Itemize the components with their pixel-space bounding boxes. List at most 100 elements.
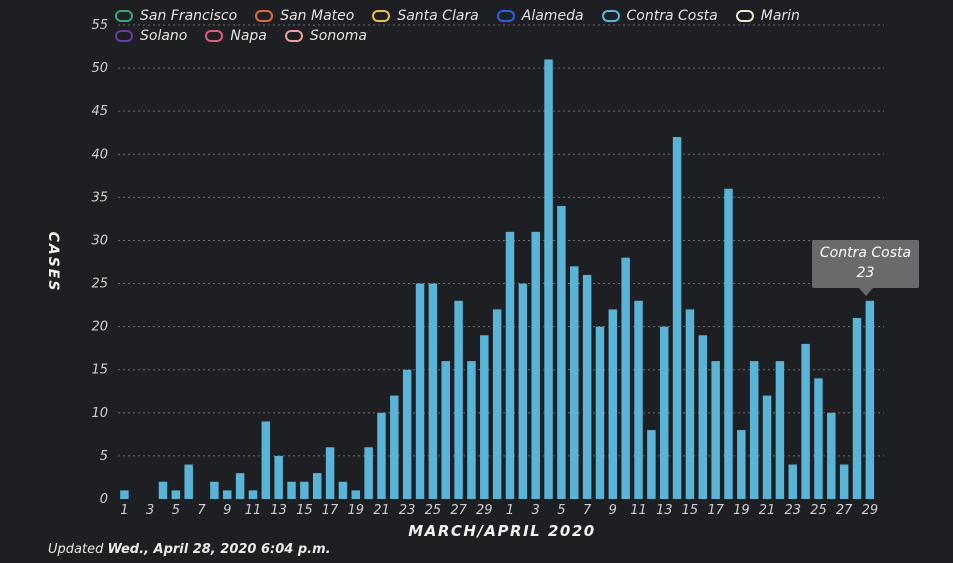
bar-mar-4[interactable] bbox=[158, 481, 168, 499]
legend-item-san-francisco[interactable]: San Francisco bbox=[115, 8, 237, 24]
bar-mar-29[interactable] bbox=[480, 335, 489, 499]
bar-mar-31[interactable] bbox=[505, 231, 515, 499]
bar-mar-10[interactable] bbox=[235, 473, 245, 499]
legend-item-solano[interactable]: Solano bbox=[115, 28, 187, 44]
legend-swatch bbox=[372, 10, 391, 22]
x-tick-label: 13 bbox=[656, 503, 673, 518]
legend-label: San Mateo bbox=[280, 8, 355, 24]
bar-mar-20[interactable] bbox=[364, 447, 373, 499]
bar-apr-23[interactable] bbox=[801, 343, 810, 499]
bar-apr-18[interactable] bbox=[737, 430, 746, 499]
bar-mar-9[interactable] bbox=[223, 490, 232, 499]
bar-mar-1[interactable] bbox=[120, 490, 129, 499]
bar-apr-7[interactable] bbox=[595, 326, 605, 499]
x-tick-labels: 1 3 5 7 9 11 13 15 17 19 21 23 25 27 29 1 3 5 7 9 11 13 15 17 19… bbox=[120, 503, 878, 518]
bar-apr-5[interactable] bbox=[570, 266, 579, 499]
bar-apr-9[interactable] bbox=[621, 257, 630, 499]
bar-mar-30[interactable] bbox=[492, 309, 502, 499]
bar-apr-11[interactable] bbox=[647, 430, 656, 499]
bar-apr-17[interactable] bbox=[724, 188, 733, 499]
bar-mar-22[interactable] bbox=[390, 395, 399, 499]
bar-mar-18[interactable] bbox=[338, 481, 348, 499]
bar-apr-19[interactable] bbox=[749, 361, 759, 499]
bar-apr-2[interactable] bbox=[531, 231, 540, 499]
bar-mar-16[interactable] bbox=[312, 473, 322, 499]
bar-tooltip: Contra Costa 23 bbox=[812, 240, 919, 296]
y-tick-label: 25 bbox=[91, 277, 108, 292]
bar-apr-8[interactable] bbox=[608, 309, 618, 499]
bar-apr-21[interactable] bbox=[775, 361, 785, 499]
legend-swatch bbox=[284, 30, 303, 42]
bar-mar-19[interactable] bbox=[351, 490, 361, 499]
bar-mar-17[interactable] bbox=[325, 447, 335, 499]
bar-apr-3[interactable] bbox=[544, 59, 553, 500]
bar-mar-23[interactable] bbox=[402, 369, 412, 499]
bar-apr-1[interactable] bbox=[518, 283, 528, 499]
legend-item-contra-costa[interactable]: Contra Costa bbox=[601, 8, 718, 24]
bar-mar-28[interactable] bbox=[467, 361, 476, 499]
y-tick-label: 15 bbox=[91, 363, 108, 378]
bar-mar-5[interactable] bbox=[171, 490, 181, 499]
x-tick-label: 17 bbox=[707, 503, 724, 518]
x-tick-label: 5 bbox=[172, 503, 180, 518]
legend-item-san-mateo[interactable]: San Mateo bbox=[255, 8, 354, 24]
x-tick-label: 11 bbox=[630, 503, 647, 518]
bar-apr-24[interactable] bbox=[814, 378, 823, 499]
bar-apr-22[interactable] bbox=[788, 464, 797, 499]
y-tick-label: 40 bbox=[91, 147, 108, 162]
updated-prefix: Updated bbox=[48, 542, 108, 557]
bar-mar-8[interactable] bbox=[210, 481, 219, 499]
bar-apr-15[interactable] bbox=[698, 335, 708, 499]
y-tick-labels: 0 5 10 15 20 25 30 35 40 45 50 55 bbox=[91, 18, 108, 507]
legend-item-alameda[interactable]: Alameda bbox=[496, 8, 584, 24]
bar-mar-25[interactable] bbox=[428, 283, 438, 499]
bar-apr-6[interactable] bbox=[582, 274, 592, 499]
bar-mar-11[interactable] bbox=[248, 490, 258, 499]
bar-apr-25[interactable] bbox=[827, 412, 836, 499]
legend-label: Contra Costa bbox=[626, 8, 718, 24]
bar-mar-14[interactable] bbox=[287, 481, 296, 499]
legend-item-santa-clara[interactable]: Santa Clara bbox=[372, 8, 479, 24]
x-tick-label: 17 bbox=[322, 503, 339, 518]
bar-apr-16[interactable] bbox=[711, 361, 720, 499]
legend: San Francisco San Mateo Santa Clara Alameda… bbox=[115, 8, 875, 44]
y-tick-label: 5 bbox=[100, 449, 108, 464]
bar-apr-14[interactable] bbox=[685, 309, 695, 499]
bar-apr-12[interactable] bbox=[659, 326, 669, 499]
legend-label: San Francisco bbox=[140, 8, 238, 24]
legend-label: Marin bbox=[760, 8, 800, 24]
y-tick-label: 35 bbox=[91, 190, 108, 205]
y-tick-label: 20 bbox=[91, 320, 108, 335]
legend-label: Solano bbox=[140, 28, 188, 44]
bar-apr-4[interactable] bbox=[557, 205, 566, 499]
legend-item-sonoma[interactable]: Sonoma bbox=[284, 28, 367, 44]
bar-apr-26[interactable] bbox=[839, 464, 849, 499]
bar-mar-13[interactable] bbox=[274, 455, 283, 499]
bar-mar-24[interactable] bbox=[415, 283, 425, 499]
bar-apr-27[interactable] bbox=[852, 318, 862, 499]
legend-swatch bbox=[496, 10, 515, 22]
x-tick-label: 27 bbox=[450, 503, 467, 518]
legend-swatch bbox=[255, 10, 274, 22]
legend-item-marin[interactable]: Marin bbox=[735, 8, 800, 24]
bar-mar-15[interactable] bbox=[300, 481, 309, 499]
legend-item-napa[interactable]: Napa bbox=[205, 28, 267, 44]
bar-apr-10[interactable] bbox=[634, 300, 643, 499]
bar-apr-28[interactable] bbox=[865, 300, 875, 499]
bar-apr-20[interactable] bbox=[762, 395, 772, 499]
legend-swatch bbox=[115, 30, 133, 42]
legend-swatch bbox=[735, 10, 754, 22]
y-tick-label: 0 bbox=[100, 492, 108, 507]
bar-mar-12[interactable] bbox=[261, 421, 271, 499]
x-tick-label: 9 bbox=[609, 503, 617, 518]
bar-mar-21[interactable] bbox=[377, 412, 386, 499]
x-tick-label: 21 bbox=[373, 503, 390, 518]
bar-mar-6[interactable] bbox=[184, 464, 193, 499]
bar-mar-27[interactable] bbox=[454, 300, 463, 499]
x-tick-label: 7 bbox=[583, 503, 592, 518]
bar-apr-13[interactable] bbox=[672, 137, 682, 499]
bar-mar-26[interactable] bbox=[441, 361, 450, 499]
legend-label: Sonoma bbox=[309, 28, 367, 44]
x-tick-label: 11 bbox=[245, 503, 262, 518]
